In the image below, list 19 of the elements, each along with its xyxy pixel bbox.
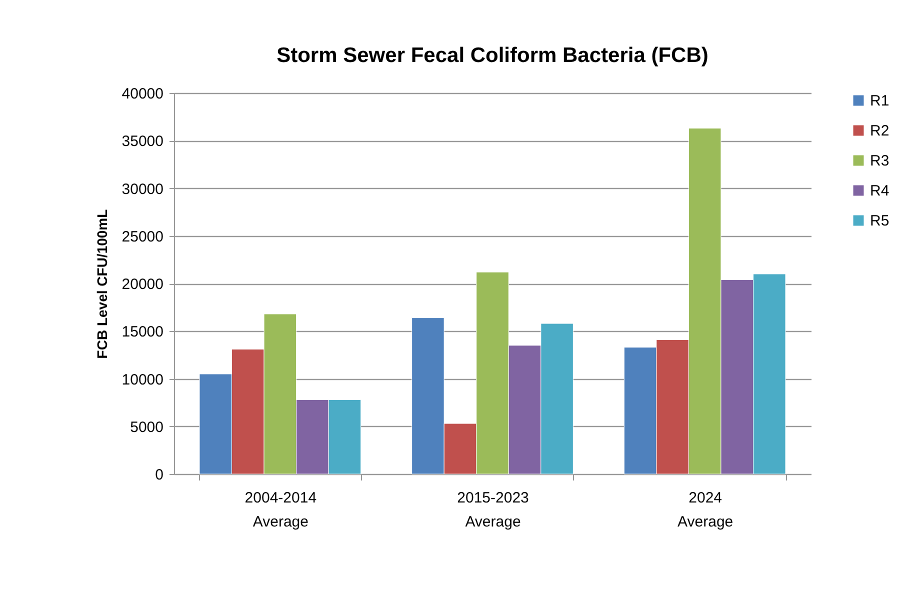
legend-label: R2 (870, 122, 890, 140)
legend-label: R1 (870, 92, 890, 110)
y-tick-label: 25000 (122, 228, 164, 246)
y-tick-label: 35000 (122, 133, 164, 150)
x-tick-label: 2004-2014 Average (244, 490, 317, 530)
y-tick-label: 10000 (122, 371, 164, 388)
y-tick-label: 15000 (122, 324, 164, 341)
y-tick-label: 40000 (122, 86, 164, 102)
y-axis-title: FCB Level CFU/100mL (94, 208, 110, 359)
y-tick-label: 5000 (130, 418, 164, 436)
y-tick-label: 30000 (122, 180, 164, 198)
x-tick-label: 2015-2023 Average (457, 490, 529, 530)
legend-label: R4 (870, 182, 890, 200)
legend-label: R3 (870, 152, 890, 170)
x-tick-label: 2024 Average (678, 490, 734, 530)
chart-title: Storm Sewer Fecal Coliform Bacteria (FCB) (276, 44, 708, 67)
y-tick-label: 20000 (122, 276, 164, 293)
y-tick-label: 0 (155, 466, 164, 484)
legend-label: R5 (870, 212, 890, 230)
